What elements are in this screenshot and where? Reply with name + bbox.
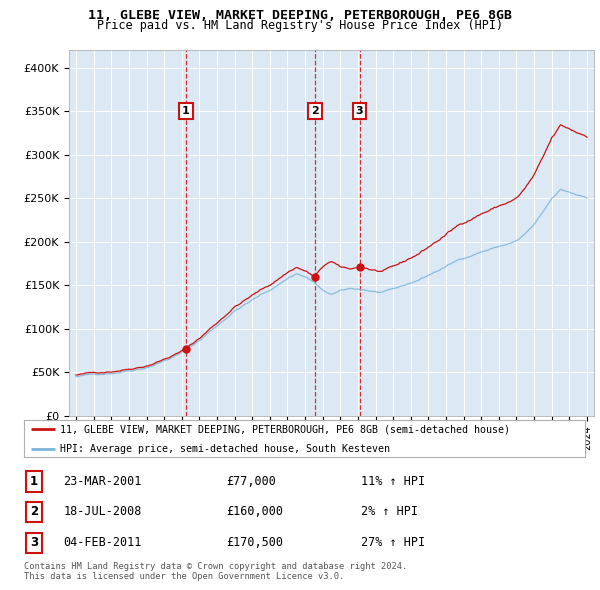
Text: 3: 3 xyxy=(356,106,364,116)
Text: Contains HM Land Registry data © Crown copyright and database right 2024.
This d: Contains HM Land Registry data © Crown c… xyxy=(24,562,407,581)
Text: 23-MAR-2001: 23-MAR-2001 xyxy=(63,475,142,488)
Text: 2: 2 xyxy=(311,106,319,116)
Text: 04-FEB-2011: 04-FEB-2011 xyxy=(63,536,142,549)
Text: 1: 1 xyxy=(30,475,38,488)
Text: £77,000: £77,000 xyxy=(226,475,276,488)
Text: 2: 2 xyxy=(30,505,38,518)
Text: 11, GLEBE VIEW, MARKET DEEPING, PETERBOROUGH, PE6 8GB (semi-detached house): 11, GLEBE VIEW, MARKET DEEPING, PETERBOR… xyxy=(61,424,511,434)
Text: £160,000: £160,000 xyxy=(226,505,283,518)
Text: 11% ↑ HPI: 11% ↑ HPI xyxy=(361,475,425,488)
Text: 18-JUL-2008: 18-JUL-2008 xyxy=(63,505,142,518)
Text: 2% ↑ HPI: 2% ↑ HPI xyxy=(361,505,418,518)
Text: 1: 1 xyxy=(182,106,190,116)
Text: Price paid vs. HM Land Registry's House Price Index (HPI): Price paid vs. HM Land Registry's House … xyxy=(97,19,503,32)
Text: HPI: Average price, semi-detached house, South Kesteven: HPI: Average price, semi-detached house,… xyxy=(61,444,391,454)
Text: 3: 3 xyxy=(30,536,38,549)
Text: 27% ↑ HPI: 27% ↑ HPI xyxy=(361,536,425,549)
Text: £170,500: £170,500 xyxy=(226,536,283,549)
Text: 11, GLEBE VIEW, MARKET DEEPING, PETERBOROUGH, PE6 8GB: 11, GLEBE VIEW, MARKET DEEPING, PETERBOR… xyxy=(88,9,512,22)
